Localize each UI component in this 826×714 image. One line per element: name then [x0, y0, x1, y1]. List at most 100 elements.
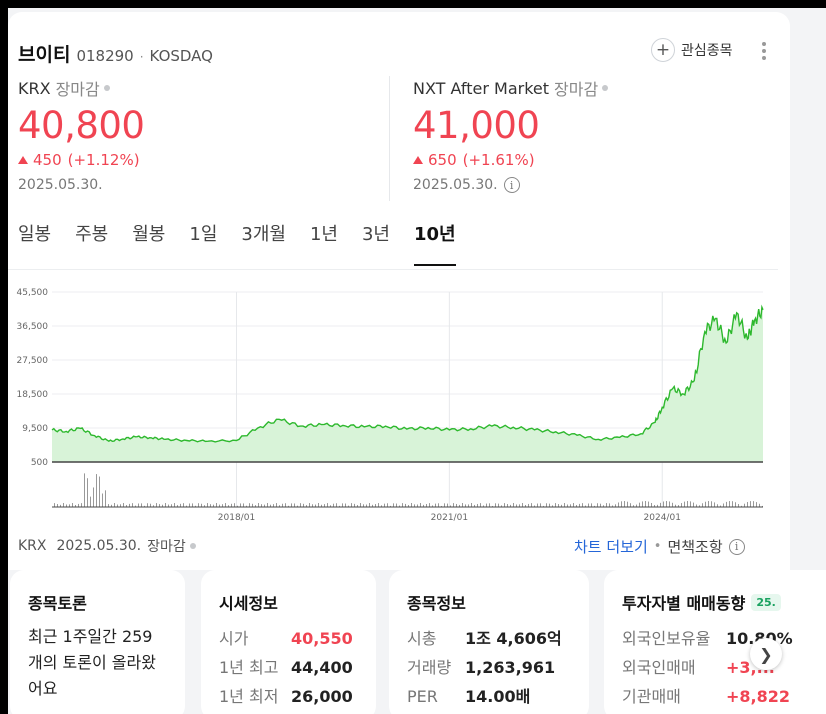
tab-10year[interactable]: 10년 — [414, 220, 456, 266]
volume-bar — [99, 476, 100, 507]
volume-bar — [111, 504, 112, 507]
tabs-divider — [8, 269, 778, 270]
volume-bar — [429, 503, 430, 507]
volume-bar — [330, 505, 331, 507]
volume-bar — [699, 505, 700, 507]
stock-name[interactable]: 브이티 — [18, 44, 71, 66]
volume-bar — [381, 505, 382, 507]
volume-bar — [513, 503, 514, 507]
volume-bar — [555, 503, 556, 507]
volume-bar — [702, 503, 703, 507]
discussion-card[interactable]: 종목토론 최근 1주일간 259개의 토론이 올라왔어요 — [10, 570, 185, 714]
row-value: 44,400 — [291, 658, 353, 677]
volume-bar — [342, 503, 343, 507]
info-cards: 종목토론 최근 1주일간 259개의 토론이 올라왔어요 시세정보 시가 40,… — [8, 570, 826, 714]
favorite-label: 관심종목 — [681, 43, 733, 59]
volume-bar — [153, 505, 154, 507]
disclaimer-link[interactable]: 면책조항 — [667, 538, 723, 556]
volume-bar — [756, 502, 757, 507]
x-axis-labels: 2018/01 2021/01 2024/01 — [218, 513, 681, 523]
volume-bar — [231, 503, 232, 507]
volume-bar — [363, 504, 364, 507]
volume-bar — [534, 505, 535, 507]
plus-icon: + — [651, 38, 675, 62]
stock-info-row: 거래량 1,263,961 — [407, 653, 571, 682]
y-tick-label: 27,500 — [17, 356, 49, 366]
volume-bar — [711, 501, 712, 507]
tab-3year[interactable]: 3년 — [361, 224, 390, 245]
volume-bar — [579, 503, 580, 507]
volume-bar — [609, 503, 610, 507]
volume-bar — [453, 503, 454, 507]
volume-bar — [132, 503, 133, 507]
volume-bar — [183, 503, 184, 507]
x-tick-label: 2024/01 — [644, 513, 681, 523]
volume-bar — [393, 503, 394, 507]
tab-daily[interactable]: 일봉 — [18, 224, 52, 245]
volume-bar — [732, 501, 733, 507]
volume-bar — [291, 503, 292, 507]
volume-bar — [384, 503, 385, 507]
tab-monthly[interactable]: 월봉 — [132, 224, 166, 245]
info-icon[interactable]: i — [503, 177, 520, 193]
volume-bar — [495, 503, 496, 507]
volume-bar — [576, 505, 577, 507]
tab-3month[interactable]: 3개월 — [241, 224, 286, 245]
volume-bar — [57, 504, 58, 507]
y-tick-label: 18,500 — [17, 390, 49, 400]
add-favorite-button[interactable]: + 관심종목 — [651, 38, 733, 62]
stock-info-title: 종목정보 — [407, 594, 466, 613]
volume-bar — [78, 503, 79, 507]
row-key: 기관매매 — [622, 687, 681, 706]
info-icon[interactable]: i — [728, 538, 745, 555]
next-arrow-button[interactable]: ❯ — [750, 638, 782, 670]
period-tabs: 일봉 주봉 월봉 1일 3개월 1년 3년 10년 — [18, 220, 480, 266]
footer-market: KRX — [18, 538, 47, 554]
tab-1year[interactable]: 1년 — [309, 224, 338, 245]
volume-bar — [735, 502, 736, 507]
volume-bar — [585, 505, 586, 507]
volume-bar — [210, 504, 211, 507]
chart-more-link[interactable]: 차트 더보기 — [574, 538, 648, 556]
krx-title: KRX — [18, 78, 51, 98]
volume-bar — [441, 505, 442, 507]
more-menu-icon[interactable] — [760, 42, 768, 62]
volume-bar — [399, 505, 400, 507]
up-triangle-icon — [413, 156, 423, 164]
volume-bar — [504, 503, 505, 507]
volume-bar — [96, 474, 97, 507]
price-line — [51, 304, 764, 443]
investor-card[interactable]: 투자자별 매매동향 25. 외국인보유율 10.80% 외국인매매 +3,...… — [604, 570, 826, 714]
volume-bar — [246, 505, 247, 507]
status-dot-icon — [602, 85, 609, 91]
volume-bar — [477, 503, 478, 507]
investor-row: 외국인보유율 10.80% — [622, 624, 826, 653]
volume-bar — [243, 503, 244, 507]
volume-bar — [489, 503, 490, 507]
volume-bar — [297, 505, 298, 507]
volume-bar — [519, 504, 520, 507]
y-tick-label: 36,500 — [17, 322, 49, 332]
tab-1day[interactable]: 1일 — [189, 224, 218, 245]
volume-bar — [528, 503, 529, 507]
price-chart[interactable]: 45,500 36,500 27,500 18,500 9,500 500 2018/01… — [8, 282, 778, 532]
volume-bar — [588, 503, 589, 507]
krx-change: 450 — [33, 151, 62, 169]
volume-bar — [633, 505, 634, 507]
volume-bar — [387, 503, 388, 507]
tab-weekly[interactable]: 주봉 — [75, 224, 109, 245]
volume-bar — [114, 503, 115, 507]
volume-bar — [591, 503, 592, 507]
krx-date: 2025.05.30. — [18, 177, 103, 193]
volume-bar — [405, 503, 406, 507]
volume-bar — [522, 503, 523, 507]
stock-info-card[interactable]: 종목정보 시총 1조 4,606억 거래량 1,263,961 PER 14.0… — [389, 570, 589, 714]
chevron-right-icon: ❯ — [759, 644, 773, 664]
volume-bar — [753, 501, 754, 507]
price-info-card[interactable]: 시세정보 시가 40,550 1년 최고 44,400 1년 최저 26,000 — [201, 570, 376, 714]
volume-bar — [408, 504, 409, 507]
volume-bar — [90, 496, 91, 507]
volume-bar — [468, 504, 469, 507]
volume-bar — [567, 504, 568, 507]
volume-bar — [471, 503, 472, 507]
